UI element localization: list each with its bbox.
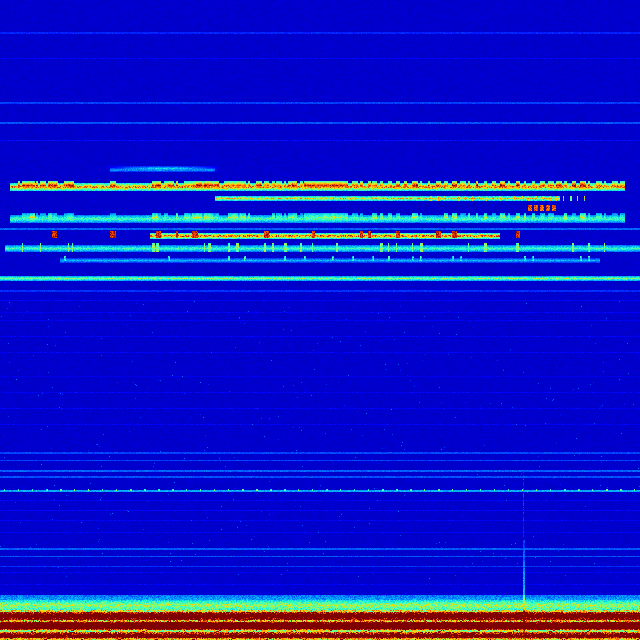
spectrogram-view[interactable] [0,0,640,640]
spectrogram-canvas[interactable] [0,0,640,640]
